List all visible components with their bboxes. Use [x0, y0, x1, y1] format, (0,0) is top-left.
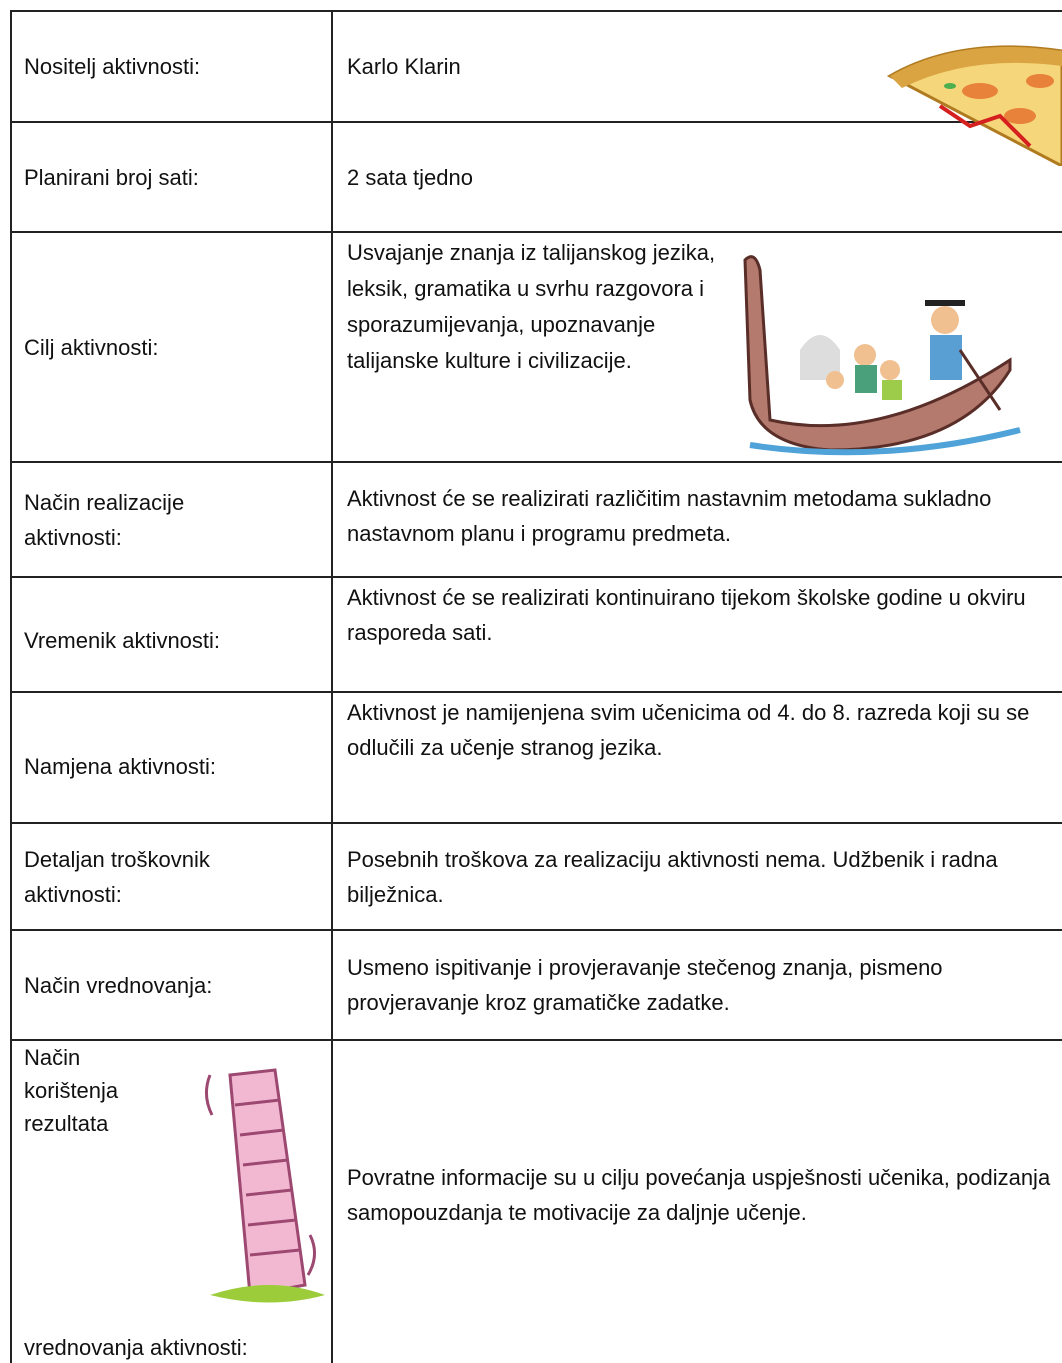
row-label: Način vrednovanja:: [24, 972, 213, 998]
row-label: Način korištenja rezultata: [24, 1045, 119, 1136]
border: [10, 121, 1062, 123]
row-label: Namjena aktivnosti:: [24, 753, 216, 779]
border: [10, 1039, 1062, 1041]
row-label: Detaljan troškovnik aktivnosti:: [24, 846, 210, 907]
border: [331, 10, 333, 1363]
border: [10, 929, 1062, 931]
border: [10, 10, 12, 1363]
row-label: vrednovanja aktivnosti:: [24, 1335, 248, 1360]
row-label: Vremenik aktivnosti:: [24, 627, 221, 653]
row-value: Usmeno ispitivanje i provjeravanje steče…: [347, 955, 943, 1015]
border: [10, 461, 1062, 463]
row-value: Posebnih troškova za realizaciju aktivno…: [347, 846, 998, 907]
row-label: Nositelj aktivnosti:: [24, 54, 201, 79]
row-value: Aktivnost će se realizirati različitim n…: [347, 486, 992, 546]
row-label: Planirani broj sati:: [24, 164, 199, 190]
border: [10, 231, 1062, 233]
row-label: Način realizacije aktivnosti:: [24, 489, 185, 550]
border: [10, 10, 1062, 12]
row-value: 2 sata tjedno: [347, 164, 473, 190]
border: [10, 576, 1062, 578]
row-value: Usvajanje znanja iz talijanskog jezika, …: [347, 240, 716, 373]
border: [10, 822, 1062, 824]
row-label: Cilj aktivnosti:: [24, 334, 159, 360]
row-value: Aktivnost će se realizirati kontinuirano…: [347, 585, 1026, 645]
tower-image: [205, 1068, 325, 1303]
gondola-image: [743, 255, 1021, 456]
row-value: Karlo Klarin: [347, 54, 461, 79]
pizza-image: [886, 45, 1062, 166]
row-value: Aktivnost je namijenjena svim učenicima …: [347, 700, 1030, 760]
row-value: Povratne informacije su u cilju povećanj…: [347, 1165, 1051, 1225]
border: [10, 691, 1062, 693]
